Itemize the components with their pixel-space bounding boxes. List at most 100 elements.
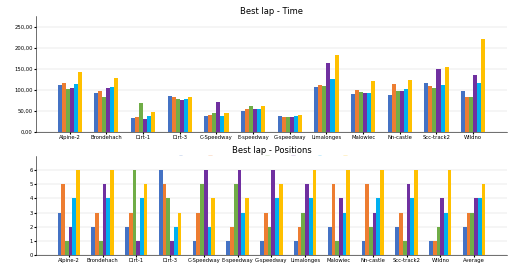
Bar [473, 75, 477, 132]
Bar [371, 81, 375, 132]
Bar [107, 88, 111, 132]
Bar [424, 83, 429, 132]
Bar [66, 89, 70, 132]
Bar [151, 112, 155, 132]
Bar [429, 241, 433, 255]
Bar [245, 198, 249, 255]
Bar [139, 103, 143, 132]
Bar [410, 198, 414, 255]
Bar [444, 213, 448, 255]
Bar [184, 99, 188, 132]
Bar [245, 109, 249, 132]
Bar [294, 241, 298, 255]
Bar [226, 241, 230, 255]
Bar [132, 170, 136, 255]
Bar [445, 67, 449, 132]
Bar [373, 213, 376, 255]
Bar [313, 170, 316, 255]
Bar [106, 198, 110, 255]
Bar [98, 91, 102, 132]
Bar [144, 184, 147, 255]
Bar [282, 117, 286, 132]
Bar [309, 198, 313, 255]
Bar [111, 87, 114, 132]
Bar [275, 198, 279, 255]
Bar [136, 241, 140, 255]
Bar [238, 170, 241, 255]
Bar [57, 213, 62, 255]
Bar [361, 241, 366, 255]
Bar [62, 184, 65, 255]
Bar [481, 184, 485, 255]
Bar [204, 170, 207, 255]
Bar [94, 93, 98, 132]
Bar [294, 116, 298, 132]
Bar [176, 99, 180, 132]
Bar [220, 116, 224, 132]
Bar [314, 87, 318, 132]
Bar [69, 227, 72, 255]
Bar [461, 90, 465, 132]
Bar [72, 198, 76, 255]
Bar [392, 84, 396, 132]
Bar [196, 213, 200, 255]
Bar [135, 117, 139, 132]
Bar [110, 170, 114, 255]
Bar [363, 93, 367, 132]
Bar [241, 213, 245, 255]
Bar [448, 170, 451, 255]
Bar [328, 227, 331, 255]
Bar [78, 72, 82, 132]
Bar [336, 241, 339, 255]
Bar [469, 97, 473, 132]
Bar [95, 213, 99, 255]
Bar [286, 117, 290, 132]
Bar [159, 170, 163, 255]
Bar [440, 85, 445, 132]
Bar [241, 111, 245, 132]
Bar [224, 113, 229, 132]
Bar [264, 213, 268, 255]
Bar [65, 241, 69, 255]
Bar [318, 85, 323, 132]
Bar [125, 227, 129, 255]
Bar [408, 80, 412, 132]
Bar [474, 198, 478, 255]
Bar [369, 227, 373, 255]
Bar [253, 109, 257, 132]
Bar [268, 227, 271, 255]
Bar [367, 93, 371, 132]
Bar [366, 184, 369, 255]
Bar [217, 102, 220, 132]
Bar [131, 118, 135, 132]
Bar [168, 96, 172, 132]
Bar [396, 227, 399, 255]
Bar [278, 116, 282, 132]
Bar [436, 69, 440, 132]
Bar [339, 198, 343, 255]
Legend: GRNDriver, GRNDriver - No danger, Mr Racer, Need4SS, SnakeOil, EC-SRC: GRNDriver, GRNDriver - No danger, Mr Rac… [177, 155, 366, 162]
Bar [140, 198, 144, 255]
Bar [271, 170, 275, 255]
Bar [129, 213, 132, 255]
Bar [380, 170, 384, 255]
Bar [208, 115, 212, 132]
Bar [172, 97, 176, 132]
Bar [207, 227, 211, 255]
Bar [388, 95, 392, 132]
Bar [406, 184, 410, 255]
Bar [114, 78, 118, 132]
Bar [305, 184, 309, 255]
Bar [463, 227, 467, 255]
Bar [260, 241, 264, 255]
Bar [470, 213, 474, 255]
Bar [257, 109, 261, 132]
Bar [70, 89, 74, 132]
Bar [343, 213, 346, 255]
Bar [477, 83, 481, 132]
Bar [212, 113, 217, 132]
Bar [92, 227, 95, 255]
Bar [403, 241, 406, 255]
Bar [298, 227, 301, 255]
Bar [330, 79, 334, 132]
